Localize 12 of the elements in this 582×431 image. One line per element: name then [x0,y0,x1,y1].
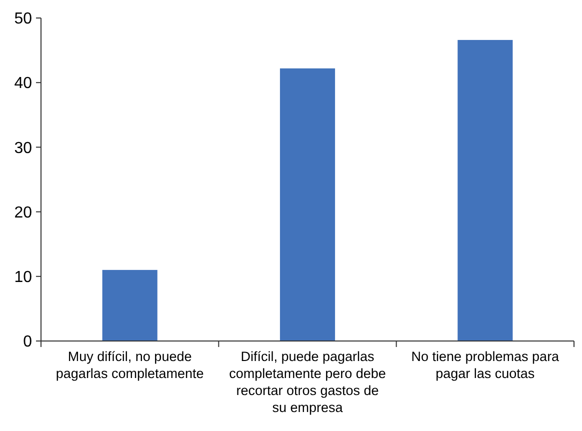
y-tick-label: 50 [14,10,32,28]
bar [280,68,336,341]
bar [458,40,513,341]
y-tick-label: 0 [23,334,32,351]
x-tick-label: Muy difícil, no puede pagarlas completamente [56,349,204,381]
bar [102,270,158,341]
y-tick-label: 30 [14,140,32,157]
y-tick-label: 10 [14,269,32,286]
y-tick-label: 20 [14,204,32,222]
x-tick-label: No tiene problemas para pagar las cuotas [411,349,560,381]
y-tick-label: 40 [14,75,32,92]
x-tick-label: Difícil, puede pagarlas completamente pero debe recortar otros gastos de su empresa [229,349,386,415]
